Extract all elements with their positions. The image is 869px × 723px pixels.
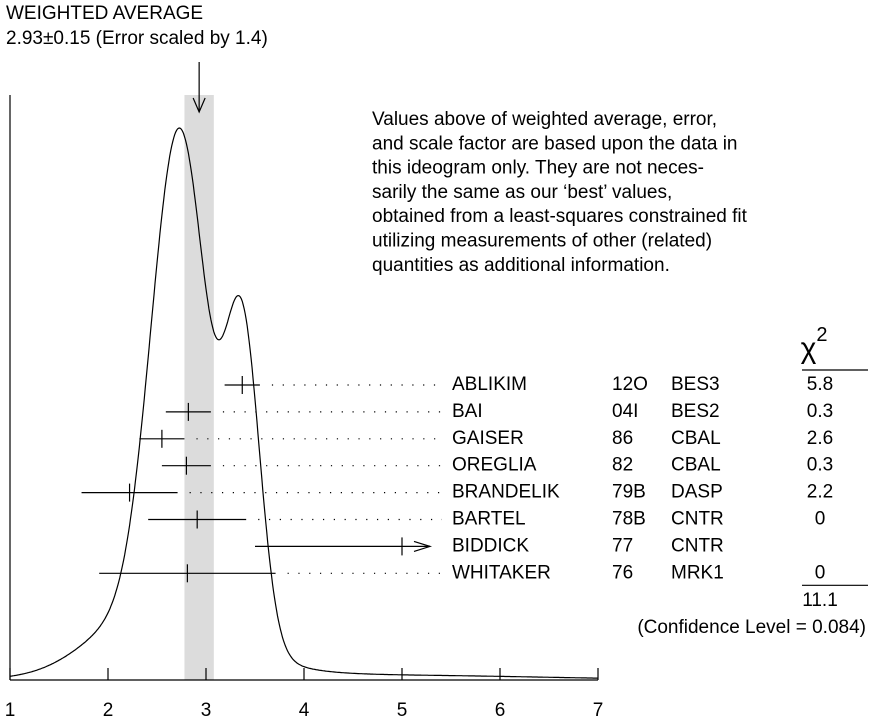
measurement-experiment: MRK1 — [671, 562, 724, 583]
chi2-value: 5.8 — [807, 374, 833, 395]
ideogram-curve — [9, 127, 598, 679]
note-line: Values above of weighted average, error, — [372, 109, 717, 130]
measurement-year: 86 — [612, 428, 633, 449]
chi2-value: 0.3 — [807, 455, 833, 476]
note-line: utilizing measurements of other (related… — [372, 231, 712, 252]
measurement-experiment: BES2 — [671, 401, 720, 422]
chi2-value: 2.2 — [807, 482, 833, 503]
note-line: and scale factor are based upon the data… — [372, 133, 737, 154]
measurement-name: WHITAKER — [452, 562, 551, 583]
chart-subtitle: 2.93±0.15 (Error scaled by 1.4) — [6, 28, 268, 49]
chi2-value: 0 — [815, 509, 826, 530]
measurement-year: 12O — [612, 374, 648, 395]
measurement-name: ABLIKIM — [452, 374, 527, 395]
measurement-name: BIDDICK — [452, 535, 529, 556]
measurement-name: GAISER — [452, 428, 524, 449]
measurement-experiment: CNTR — [671, 509, 724, 530]
chi2-value: 2.6 — [807, 428, 833, 449]
measurement-year: 04I — [612, 401, 638, 422]
measurement-year: 78B — [612, 509, 646, 530]
note-line: quantities as additional information. — [372, 255, 670, 276]
chi2-header: χ2 — [801, 324, 828, 365]
chi2-total: 11.1 — [802, 590, 838, 611]
note-line: this ideogram only. They are not neces- — [372, 158, 704, 179]
measurement-name: BAI — [452, 401, 483, 422]
average-arrow-head — [192, 97, 206, 114]
measurement-name: BRANDELIK — [452, 482, 560, 503]
measurement-name: BARTEL — [452, 509, 526, 530]
note-line: sarily the same as our ‘best’ values, — [372, 182, 672, 203]
chi2-power: 2 — [816, 324, 827, 346]
x-tick-label: 3 — [201, 700, 212, 721]
x-tick-label: 5 — [397, 700, 408, 721]
chi2-value: 0 — [815, 562, 826, 583]
confidence-level: (Confidence Level = 0.084) — [637, 617, 866, 638]
measurement-experiment: CBAL — [671, 428, 721, 449]
chi2-symbol: χ — [801, 332, 817, 365]
chi2-value: 0.3 — [807, 401, 833, 422]
error-bar-arrow — [413, 540, 433, 552]
measurement-year: 76 — [612, 562, 633, 583]
x-tick-label: 2 — [103, 700, 114, 721]
measurement-experiment: BES3 — [671, 374, 720, 395]
x-tick-label: 7 — [593, 700, 604, 721]
x-tick-label: 1 — [5, 700, 16, 721]
x-tick-label: 4 — [299, 700, 310, 721]
x-tick-label: 6 — [495, 700, 506, 721]
measurement-year: 77 — [612, 535, 633, 556]
measurement-experiment: DASP — [671, 482, 723, 503]
note-line: obtained from a least-squares constraine… — [372, 206, 748, 227]
measurement-experiment: CNTR — [671, 535, 724, 556]
measurement-year: 79B — [612, 482, 646, 503]
average-band — [184, 95, 214, 680]
chart-title: WEIGHTED AVERAGE — [6, 3, 203, 24]
measurement-experiment: CBAL — [671, 455, 721, 476]
measurement-name: OREGLIA — [452, 455, 537, 476]
measurement-year: 82 — [612, 455, 633, 476]
